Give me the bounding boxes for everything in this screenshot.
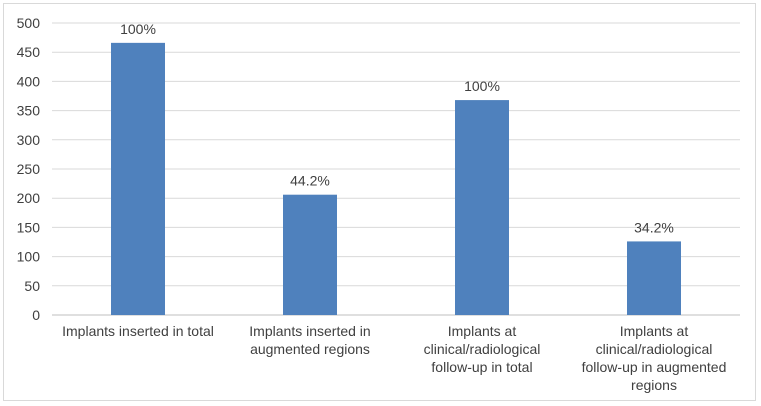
y-tick-label: 300 [17,132,41,148]
x-category-label: clinical/radiological [596,341,713,357]
data-label: 34.2% [634,219,674,235]
y-tick-label: 150 [17,219,41,235]
x-category-label: Implants inserted in [249,323,370,339]
y-tick-label: 350 [17,103,41,119]
data-label: 100% [464,78,500,94]
y-tick-label: 250 [17,161,41,177]
y-tick-label: 450 [17,44,41,60]
data-label: 100% [120,21,156,37]
bar [111,42,165,316]
bar [455,100,509,315]
x-category-label: clinical/radiological [424,341,541,357]
y-tick-label: 500 [17,15,41,31]
x-category-label: follow-up in augmented [582,359,727,375]
x-category-label: follow-up in total [431,359,532,375]
y-tick-label: 0 [32,307,40,323]
x-category-label: Implants at [620,323,689,339]
x-category-label: regions [631,377,677,393]
x-category-label: augmented regions [250,341,370,357]
y-tick-label: 100 [17,249,41,265]
x-category-label: Implants inserted in total [62,323,214,339]
x-category-label: Implants at [448,323,517,339]
bar [283,194,337,315]
y-tick-label: 50 [24,278,40,294]
y-tick-label: 400 [17,73,41,89]
data-label: 44.2% [290,173,330,189]
y-tick-label: 200 [17,190,41,206]
bar [627,241,681,315]
